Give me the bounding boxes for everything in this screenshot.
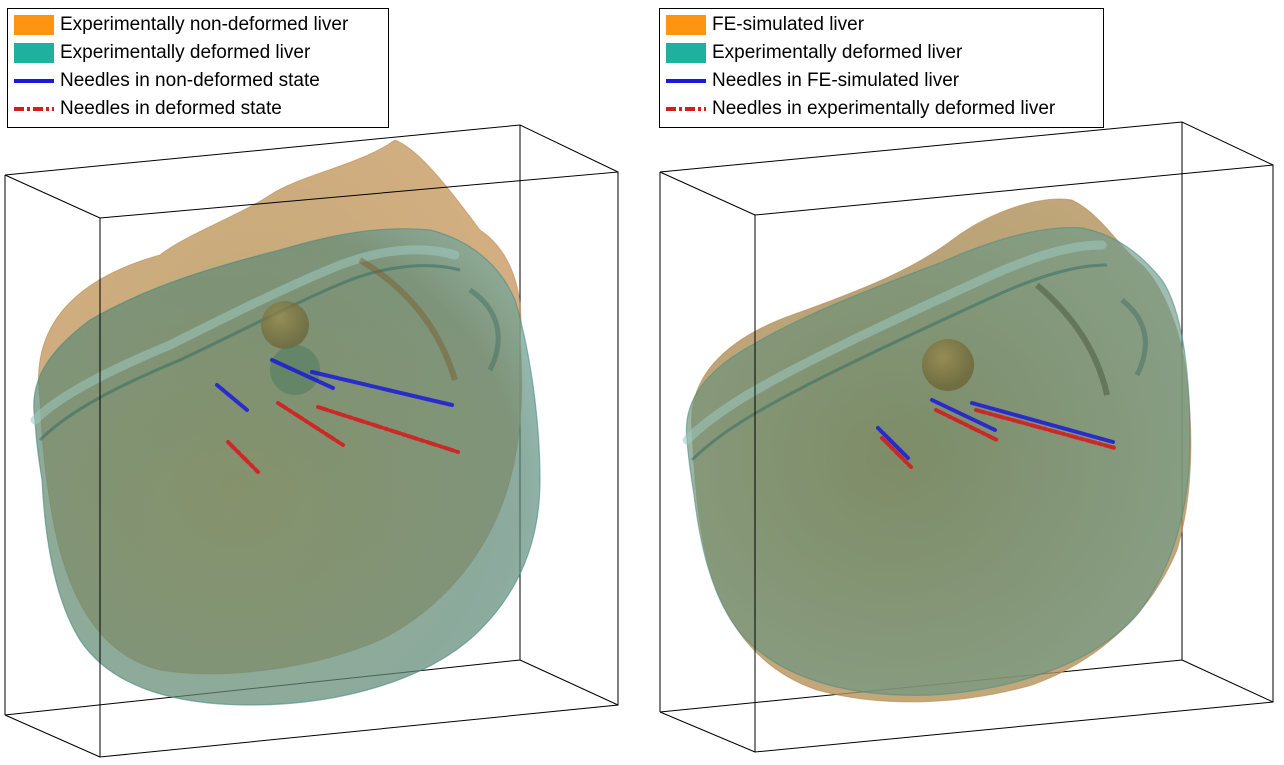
legend-label: Experimentally non-deformed liver (60, 14, 349, 35)
needle-red (880, 436, 913, 469)
deformed-liver-surface (685, 227, 1191, 696)
legend-swatch-blue-line (666, 79, 706, 83)
needle-red (316, 405, 460, 454)
legend-swatch-teal (14, 43, 54, 63)
tumor-sphere (922, 339, 974, 391)
legend-label: Experimentally deformed liver (60, 42, 311, 63)
vessel-structure (358, 257, 458, 381)
bounding-box-front (4, 171, 619, 758)
legend-swatch-red-dashdot (666, 107, 706, 111)
needle-red (934, 408, 999, 442)
legend-swatch-orange (666, 15, 706, 35)
needle-red (276, 401, 345, 447)
needle-red (226, 440, 260, 474)
legend-swatch-teal (666, 43, 706, 63)
legend-item: Experimentally deformed liver (14, 39, 382, 67)
legend-label: Needles in experimentally deformed liver (712, 98, 1056, 119)
legend-swatch-red-dashdot (14, 107, 54, 111)
legend-item: Experimentally non-deformed liver (14, 11, 382, 39)
legend-swatch-orange (14, 15, 54, 35)
needle-blue (215, 383, 249, 412)
needle-blue (970, 401, 1115, 444)
needles-deformed (226, 401, 460, 474)
legend-item: Needles in deformed state (14, 95, 382, 123)
legend-label: FE-simulated liver (712, 14, 865, 35)
liver-ridge-shadow (38, 264, 461, 442)
needles-experimentally-deformed (880, 408, 1117, 469)
needle-red (974, 408, 1117, 450)
needles-non-deformed (215, 358, 454, 412)
legend-item: Needles in FE-simulated liver (666, 67, 1097, 95)
legend: FE-simulated liver Experimentally deform… (659, 8, 1104, 128)
liver-ridge (30, 245, 460, 425)
right-panel: FE-simulated liver Experimentally deform… (642, 0, 1284, 765)
right-3d-scene (659, 121, 1274, 753)
liver-ridge (682, 240, 1107, 445)
legend: Experimentally non-deformed liver Experi… (7, 8, 389, 128)
left-3d-scene (4, 124, 619, 758)
needles-fe-simulated (876, 398, 1115, 460)
legend-item: Experimentally deformed liver (666, 39, 1097, 67)
liver-ridge-shadow (690, 263, 1108, 462)
left-panel: Experimentally non-deformed liver Experi… (4, 8, 619, 758)
needle-blue (270, 358, 335, 390)
legend-label: Needles in FE-simulated liver (712, 70, 960, 91)
needle-blue (930, 398, 997, 432)
vessel-structure (468, 287, 501, 372)
legend-label: Needles in non-deformed state (60, 70, 320, 91)
needle-blue (876, 426, 910, 460)
legend-item: FE-simulated liver (666, 11, 1097, 39)
vessel-structure (1120, 298, 1148, 377)
legend-swatch-blue-line (14, 79, 54, 83)
legend-label: Needles in deformed state (60, 98, 282, 119)
vessel-structure (1035, 282, 1110, 396)
legend-item: Needles in experimentally deformed liver (666, 95, 1097, 123)
legend-item: Needles in non-deformed state (14, 67, 382, 95)
needle-blue (310, 370, 454, 407)
bounding-box-front (659, 164, 1274, 753)
legend-label: Experimentally deformed liver (712, 42, 963, 63)
tumor-sphere (261, 301, 309, 349)
